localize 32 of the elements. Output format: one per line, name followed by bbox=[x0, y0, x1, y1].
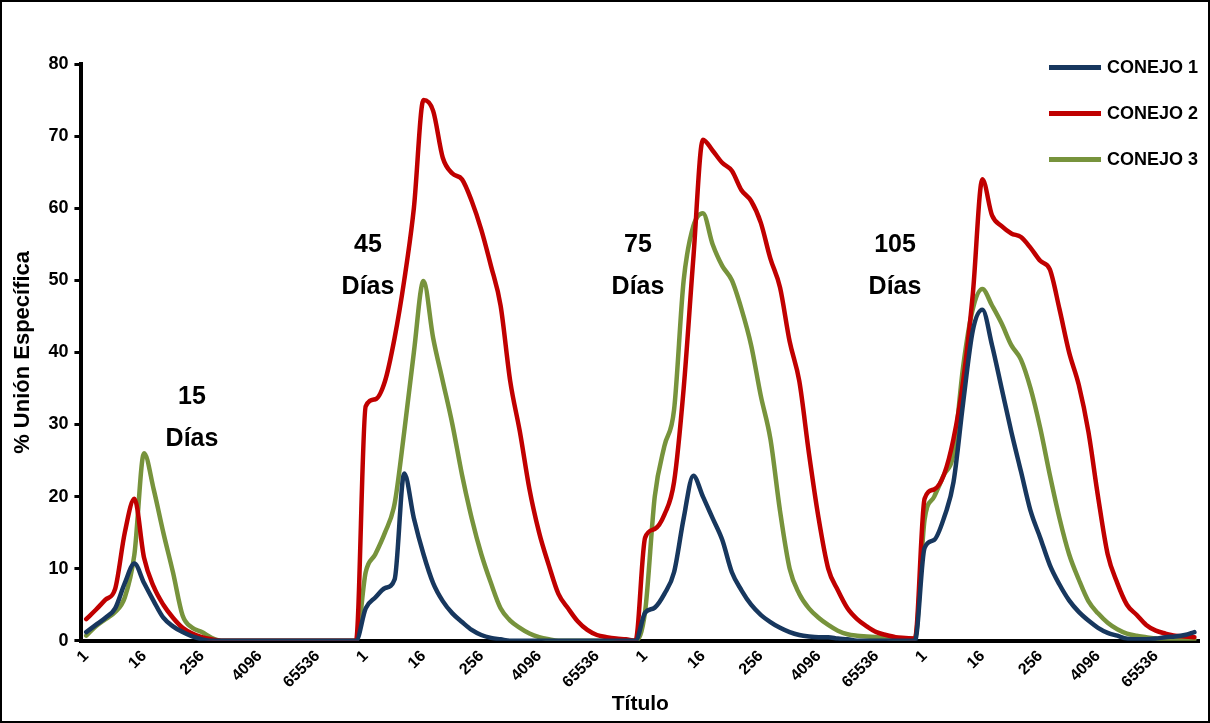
line-series bbox=[83, 307, 1197, 641]
x-tick-label: 256 bbox=[735, 646, 767, 678]
x-tick-label: 256 bbox=[176, 646, 208, 678]
x-tick-label: 1 bbox=[352, 646, 371, 666]
y-tick-label: 10 bbox=[48, 557, 69, 578]
x-tick-label: 1 bbox=[73, 646, 92, 666]
legend-label: CONEJO 2 bbox=[1106, 102, 1198, 124]
annotation: 15 Días bbox=[165, 380, 219, 451]
x-tick-label: 1 bbox=[911, 646, 930, 666]
x-tick-label: 16 bbox=[683, 646, 709, 672]
x-tick-label: 256 bbox=[1014, 646, 1046, 678]
x-tick-label: 16 bbox=[963, 646, 988, 672]
x-axis-title: Título bbox=[611, 691, 669, 715]
x-tick-label: 1 bbox=[632, 646, 651, 666]
annotation: 45 Días bbox=[341, 228, 395, 299]
y-tick-label: 70 bbox=[48, 125, 69, 146]
annotation: 105 Días bbox=[868, 228, 922, 299]
legend-label: CONEJO 3 bbox=[1106, 148, 1198, 170]
legend-label: CONEJO 1 bbox=[1106, 56, 1198, 78]
x-tick-label: 256 bbox=[455, 646, 487, 678]
y-tick-label: 80 bbox=[48, 52, 69, 73]
y-tick-label: 40 bbox=[48, 341, 69, 362]
x-tick-label: 16 bbox=[124, 646, 150, 672]
y-tick-label: 20 bbox=[48, 485, 69, 506]
line-series bbox=[83, 97, 1197, 641]
y-tick-label: 60 bbox=[48, 197, 69, 218]
y-tick-label: 50 bbox=[48, 269, 69, 290]
x-tick-label: 16 bbox=[404, 646, 429, 672]
annotation: 75 Días bbox=[611, 228, 665, 299]
y-tick-label: 0 bbox=[58, 629, 69, 650]
y-axis-title: % Unión Específica bbox=[9, 250, 35, 454]
y-tick-label: 30 bbox=[48, 413, 69, 434]
